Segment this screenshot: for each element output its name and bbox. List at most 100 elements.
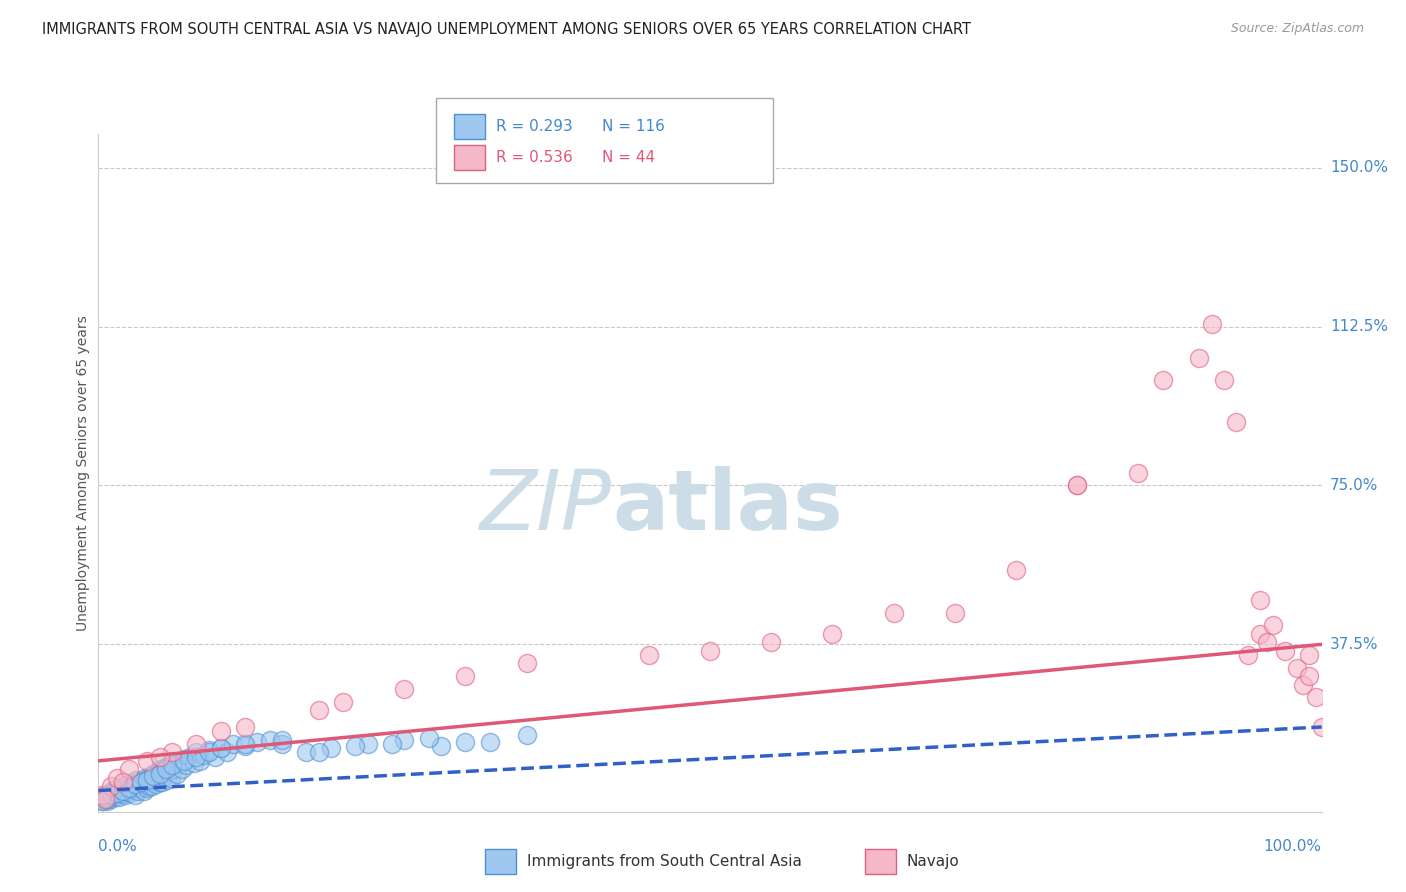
Point [143, 772, 166, 787]
Text: N = 44: N = 44 [602, 150, 655, 165]
Point [111, 775, 134, 789]
Text: Source: ZipAtlas.com: Source: ZipAtlas.com [1230, 22, 1364, 36]
Point [183, 756, 205, 770]
Point [111, 786, 134, 800]
Point [149, 775, 172, 789]
Point [157, 764, 180, 779]
Point [246, 735, 269, 749]
Point [149, 766, 172, 780]
Point [1004, 563, 1026, 577]
Point [1250, 592, 1272, 607]
Point [186, 737, 208, 751]
Point [139, 769, 162, 783]
Point [163, 762, 186, 776]
Point [124, 788, 146, 802]
Point [156, 772, 179, 787]
Point [118, 762, 141, 776]
Point [97, 788, 120, 802]
Text: N = 116: N = 116 [602, 120, 665, 135]
Point [1066, 478, 1088, 492]
Text: 150.0%: 150.0% [1330, 161, 1388, 175]
Point [107, 788, 129, 802]
Point [1305, 690, 1327, 705]
Point [135, 777, 157, 791]
Point [105, 771, 128, 785]
Point [418, 731, 440, 745]
Point [111, 780, 134, 794]
Point [259, 732, 281, 747]
Point [91, 794, 114, 808]
Point [209, 741, 232, 756]
Point [118, 781, 141, 796]
Point [153, 769, 176, 783]
Point [516, 728, 538, 742]
Point [125, 772, 148, 787]
Text: ZIP: ZIP [481, 467, 612, 547]
Point [233, 739, 256, 753]
Point [136, 754, 159, 768]
Point [149, 762, 172, 776]
Point [516, 657, 538, 671]
Point [108, 789, 131, 804]
Point [111, 783, 134, 797]
Point [129, 775, 152, 789]
Point [215, 746, 238, 760]
Text: R = 0.293: R = 0.293 [496, 120, 574, 135]
Point [124, 780, 146, 794]
Point [160, 758, 183, 772]
Point [146, 771, 169, 785]
Point [94, 792, 117, 806]
Point [98, 789, 121, 804]
Point [193, 747, 215, 762]
Point [1298, 648, 1320, 662]
Point [1256, 635, 1278, 649]
Point [103, 789, 125, 804]
Point [100, 780, 122, 794]
Point [170, 762, 193, 776]
Point [1261, 618, 1284, 632]
Point [308, 746, 330, 760]
Point [270, 737, 294, 751]
Text: 37.5%: 37.5% [1330, 637, 1378, 652]
Point [392, 681, 416, 696]
Point [1066, 478, 1088, 492]
Point [176, 758, 198, 772]
Point [1188, 351, 1211, 366]
Point [101, 788, 124, 802]
Point [122, 775, 145, 789]
Point [93, 792, 115, 806]
Point [1152, 373, 1174, 387]
Point [124, 777, 146, 791]
Point [1298, 669, 1320, 683]
Point [233, 720, 256, 734]
Point [1128, 466, 1150, 480]
Point [91, 794, 114, 808]
Point [142, 769, 165, 783]
Point [96, 792, 118, 806]
Text: 75.0%: 75.0% [1330, 478, 1378, 493]
Point [1292, 678, 1315, 692]
Point [120, 786, 142, 800]
Point [132, 783, 155, 797]
Point [233, 737, 256, 751]
Point [121, 781, 143, 796]
Point [1310, 720, 1333, 734]
Point [197, 746, 219, 760]
Point [204, 749, 226, 764]
Point [90, 792, 112, 806]
Point [149, 749, 172, 764]
Point [110, 783, 132, 797]
Text: IMMIGRANTS FROM SOUTH CENTRAL ASIA VS NAVAJO UNEMPLOYMENT AMONG SENIORS OVER 65 : IMMIGRANTS FROM SOUTH CENTRAL ASIA VS NA… [42, 22, 972, 37]
Point [159, 771, 181, 785]
Point [1237, 648, 1260, 662]
Text: atlas: atlas [612, 467, 844, 547]
Point [100, 788, 122, 802]
Point [152, 766, 174, 780]
Point [381, 737, 404, 751]
Point [1225, 415, 1247, 429]
Point [295, 746, 318, 760]
Point [188, 754, 211, 768]
Point [308, 703, 330, 717]
Point [186, 749, 208, 764]
Point [105, 781, 128, 796]
